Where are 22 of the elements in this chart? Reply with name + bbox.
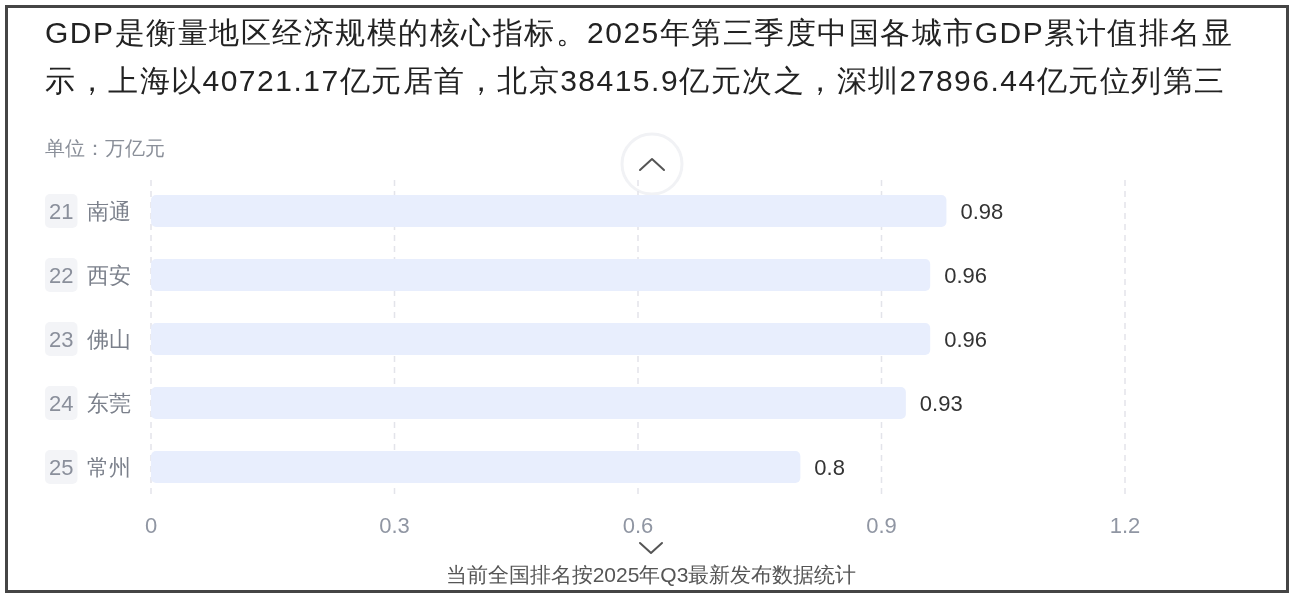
- y-tick-label: 24 东莞: [49, 391, 131, 416]
- data-label: 0.96: [944, 263, 988, 288]
- x-tick-label: 0: [144, 513, 158, 538]
- chart-title: GDP是衡量地区经济规模的核心指标。2025年第三季度中国各城市GDP累计值排名显示，上海以40721.17亿元居首，北京38415.9亿元次之，深圳27896.44亿元位列第三: [45, 15, 1235, 99]
- bar: [151, 259, 931, 291]
- bar: [151, 195, 947, 227]
- text: 当前全国排名按2025年Q3最新发布数据统计: [445, 563, 857, 586]
- chart-subtitle: 单位：万亿元: [45, 137, 165, 159]
- data-label: 0.98: [960, 199, 1004, 224]
- bar: [151, 451, 801, 483]
- x-tick-label: 0.9: [866, 513, 897, 538]
- data-label: 0.93: [919, 391, 963, 416]
- y-tick-label: 25 常州: [49, 455, 131, 480]
- bar: [151, 323, 931, 355]
- x-tick-label: 1.2: [1109, 513, 1141, 538]
- y-tick-label: 22 西安: [49, 263, 131, 288]
- y-tick-label: 21 南通: [49, 199, 131, 224]
- y-tick-label: 23 佛山: [49, 327, 131, 352]
- data-label: 0.96: [944, 327, 988, 352]
- x-tick-label: 0.3: [379, 513, 410, 538]
- x-tick-label: 0.6: [622, 513, 654, 538]
- data-label: 0.8: [814, 455, 845, 480]
